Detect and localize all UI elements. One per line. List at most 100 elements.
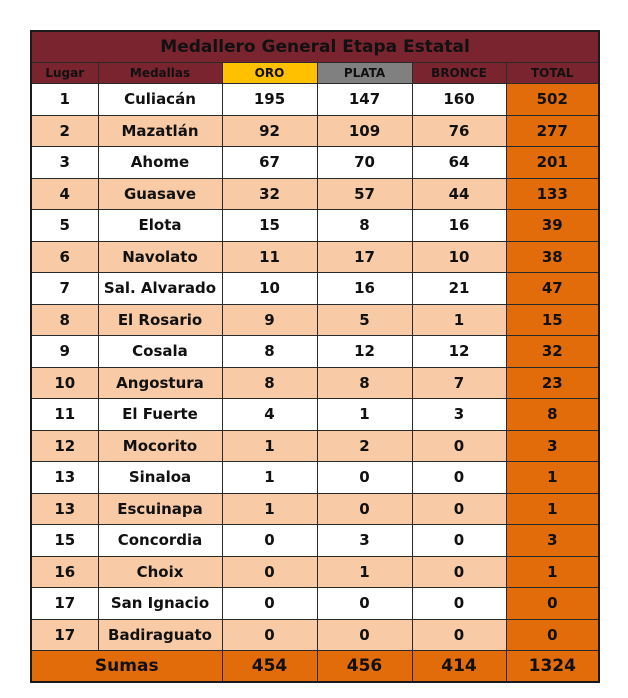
cell-lugar: 11 <box>30 398 99 431</box>
cell-oro: 4 <box>221 398 318 431</box>
cell-municipio: Ahome <box>97 146 223 179</box>
cell-total: 15 <box>505 303 600 336</box>
cell-oro: 10 <box>221 272 318 305</box>
cell-total: 38 <box>505 240 600 273</box>
table-row: 17 San Ignacio 0 0 0 0 <box>30 587 600 620</box>
cell-municipio: Choix <box>97 555 223 588</box>
table-row: 9 Cosala 8 12 12 32 <box>30 335 600 368</box>
cell-lugar: 12 <box>30 429 99 462</box>
table-row: 15 Concordia 0 3 0 3 <box>30 524 600 557</box>
cell-bronce: 1 <box>411 303 507 336</box>
sum-oro: 454 <box>221 650 318 683</box>
cell-plata: 8 <box>316 209 413 242</box>
table-row: 11 El Fuerte 4 1 3 8 <box>30 398 600 431</box>
table-row: 8 El Rosario 9 5 1 15 <box>30 303 600 336</box>
cell-bronce: 10 <box>411 240 507 273</box>
sum-bronce: 414 <box>411 650 507 683</box>
cell-plata: 109 <box>316 114 413 147</box>
table-row: 16 Choix 0 1 0 1 <box>30 555 600 588</box>
cell-total: 3 <box>505 429 600 462</box>
cell-lugar: 16 <box>30 555 99 588</box>
table-row: 13 Escuinapa 1 0 0 1 <box>30 492 600 525</box>
cell-oro: 8 <box>221 366 318 399</box>
cell-bronce: 21 <box>411 272 507 305</box>
cell-oro: 1 <box>221 492 318 525</box>
header-oro: ORO <box>221 62 318 84</box>
cell-municipio: Badiraguato <box>97 618 223 651</box>
sum-row: Sumas 454 456 414 1324 <box>30 650 600 683</box>
cell-total: 3 <box>505 524 600 557</box>
medal-table: Medallero General Etapa Estatal Lugar Me… <box>30 30 601 683</box>
cell-municipio: Angostura <box>97 366 223 399</box>
cell-municipio: Escuinapa <box>97 492 223 525</box>
cell-lugar: 2 <box>30 114 99 147</box>
table-row: 13 Sinaloa 1 0 0 1 <box>30 461 600 494</box>
cell-bronce: 0 <box>411 555 507 588</box>
header-bronce: BRONCE <box>411 62 507 84</box>
cell-plata: 147 <box>316 83 413 116</box>
cell-oro: 32 <box>221 177 318 210</box>
cell-total: 201 <box>505 146 600 179</box>
cell-bronce: 44 <box>411 177 507 210</box>
cell-plata: 12 <box>316 335 413 368</box>
cell-oro: 0 <box>221 587 318 620</box>
cell-total: 0 <box>505 587 600 620</box>
cell-bronce: 0 <box>411 461 507 494</box>
cell-municipio: Concordia <box>97 524 223 557</box>
table-title: Medallero General Etapa Estatal <box>30 30 600 63</box>
cell-oro: 92 <box>221 114 318 147</box>
cell-lugar: 7 <box>30 272 99 305</box>
cell-bronce: 3 <box>411 398 507 431</box>
cell-bronce: 7 <box>411 366 507 399</box>
cell-plata: 0 <box>316 492 413 525</box>
cell-plata: 3 <box>316 524 413 557</box>
cell-oro: 11 <box>221 240 318 273</box>
header-plata: PLATA <box>316 62 413 84</box>
cell-municipio: Sinaloa <box>97 461 223 494</box>
cell-plata: 5 <box>316 303 413 336</box>
cell-municipio: Elota <box>97 209 223 242</box>
cell-lugar: 15 <box>30 524 99 557</box>
table-row: 6 Navolato 11 17 10 38 <box>30 240 600 273</box>
cell-plata: 1 <box>316 398 413 431</box>
cell-oro: 195 <box>221 83 318 116</box>
header-medallas: Medallas <box>97 62 223 84</box>
cell-municipio: Mazatlán <box>97 114 223 147</box>
cell-municipio: Navolato <box>97 240 223 273</box>
cell-municipio: San Ignacio <box>97 587 223 620</box>
cell-plata: 70 <box>316 146 413 179</box>
cell-lugar: 17 <box>30 618 99 651</box>
cell-bronce: 76 <box>411 114 507 147</box>
table-row: 5 Elota 15 8 16 39 <box>30 209 600 242</box>
cell-oro: 0 <box>221 524 318 557</box>
cell-oro: 1 <box>221 429 318 462</box>
cell-lugar: 13 <box>30 461 99 494</box>
cell-lugar: 17 <box>30 587 99 620</box>
cell-plata: 16 <box>316 272 413 305</box>
table-row: 2 Mazatlán 92 109 76 277 <box>30 114 600 147</box>
cell-plata: 0 <box>316 587 413 620</box>
table-row: 1 Culiacán 195 147 160 502 <box>30 83 600 116</box>
cell-bronce: 16 <box>411 209 507 242</box>
cell-lugar: 8 <box>30 303 99 336</box>
cell-municipio: El Fuerte <box>97 398 223 431</box>
cell-municipio: Cosala <box>97 335 223 368</box>
cell-total: 39 <box>505 209 600 242</box>
table-row: 3 Ahome 67 70 64 201 <box>30 146 600 179</box>
cell-municipio: Culiacán <box>97 83 223 116</box>
cell-lugar: 1 <box>30 83 99 116</box>
table-row: 17 Badiraguato 0 0 0 0 <box>30 618 600 651</box>
cell-total: 1 <box>505 461 600 494</box>
cell-lugar: 6 <box>30 240 99 273</box>
cell-lugar: 9 <box>30 335 99 368</box>
cell-total: 133 <box>505 177 600 210</box>
cell-lugar: 5 <box>30 209 99 242</box>
cell-bronce: 12 <box>411 335 507 368</box>
cell-lugar: 3 <box>30 146 99 179</box>
cell-total: 502 <box>505 83 600 116</box>
cell-oro: 9 <box>221 303 318 336</box>
table-row: 12 Mocorito 1 2 0 3 <box>30 429 600 462</box>
cell-total: 32 <box>505 335 600 368</box>
sum-plata: 456 <box>316 650 413 683</box>
cell-plata: 2 <box>316 429 413 462</box>
